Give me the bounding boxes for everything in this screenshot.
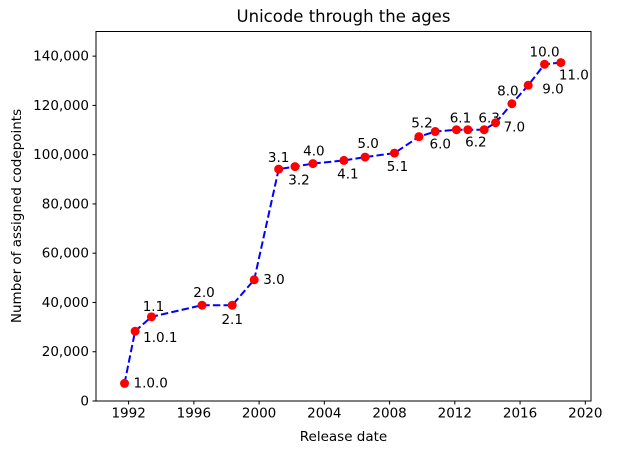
point-label-9.0: 9.0	[542, 81, 563, 97]
data-point-4.1	[339, 155, 349, 165]
point-label-10.0: 10.0	[529, 44, 559, 60]
plot-border	[95, 31, 592, 402]
point-label-4.1: 4.1	[337, 166, 358, 182]
x-tick-label: 2012	[438, 406, 472, 422]
x-tick-label: 2020	[568, 406, 602, 422]
chart-title: Unicode through the ages	[237, 7, 451, 26]
data-point-8.0	[507, 99, 517, 109]
x-tick-label: 2004	[307, 406, 341, 422]
y-tick-label: 100,000	[33, 147, 89, 163]
data-point-5.0	[360, 152, 370, 162]
point-label-5.0: 5.0	[357, 136, 378, 152]
data-point-1.0.0	[120, 378, 130, 388]
data-point-5.2	[414, 132, 424, 142]
x-tick-label: 2008	[372, 406, 406, 422]
point-label-5.2: 5.2	[411, 116, 432, 132]
data-point-6.1	[451, 125, 461, 135]
x-tick-label: 1992	[111, 406, 145, 422]
y-tick-label: 0	[80, 394, 89, 410]
point-label-7.0: 7.0	[504, 120, 525, 136]
x-tick-label: 1996	[177, 406, 211, 422]
point-label-1.0.0: 1.0.0	[134, 375, 168, 391]
point-label-8.0: 8.0	[497, 84, 518, 100]
point-label-2.0: 2.0	[193, 285, 214, 301]
data-point-9.0	[523, 80, 533, 90]
y-axis-label: Number of assigned codepoints	[9, 109, 25, 323]
y-tick-label: 120,000	[33, 98, 89, 114]
data-point-6.0	[430, 127, 440, 137]
y-tick-label: 20,000	[42, 344, 89, 360]
data-point-1.1	[146, 312, 156, 322]
data-point-7.0	[491, 118, 501, 128]
y-tick-label: 140,000	[33, 49, 89, 65]
point-label-5.1: 5.1	[387, 159, 408, 175]
point-label-1.1: 1.1	[143, 299, 164, 315]
x-axis-label: Release date	[300, 429, 387, 445]
point-label-3.1: 3.1	[268, 150, 289, 166]
point-label-2.1: 2.1	[221, 312, 242, 328]
point-label-1.0.1: 1.0.1	[143, 330, 177, 346]
data-line	[123, 61, 561, 384]
x-tick-label: 2016	[503, 406, 537, 422]
point-label-6.0: 6.0	[430, 137, 451, 153]
y-tick-label: 60,000	[42, 246, 89, 262]
y-tick-label: 40,000	[42, 295, 89, 311]
data-point-10.0	[540, 59, 550, 69]
axes: 1992 1996 2000 2004 2008 2012 2016 2020 0 20,000 4…	[33, 31, 602, 422]
point-label-6.1: 6.1	[450, 111, 471, 127]
data-point-3.1	[274, 164, 284, 174]
x-tick-label: 2000	[242, 406, 276, 422]
data-series: 1.0.0 1.0.1 1.1 2.0 2.1 3.0 3.1 3.2 4.0 4.1 5.0 5.1…	[120, 44, 589, 391]
data-point-1.0.1	[130, 326, 140, 336]
data-point-3.2	[290, 162, 300, 172]
point-label-3.2: 3.2	[288, 173, 309, 189]
data-point-3.0	[249, 275, 259, 285]
data-point-6.3	[479, 125, 489, 135]
data-point-5.1	[389, 148, 399, 158]
point-label-3.0: 3.0	[263, 272, 284, 288]
data-point-4.0	[308, 159, 318, 169]
data-point-6.2	[463, 125, 473, 135]
point-label-6.2: 6.2	[465, 135, 486, 151]
y-tick-label: 80,000	[42, 196, 89, 212]
data-point-2.0	[197, 300, 207, 310]
data-point-2.1	[227, 300, 237, 310]
point-label-11.0: 11.0	[559, 68, 589, 84]
data-point-11.0	[556, 58, 566, 68]
point-label-4.0: 4.0	[303, 144, 324, 160]
